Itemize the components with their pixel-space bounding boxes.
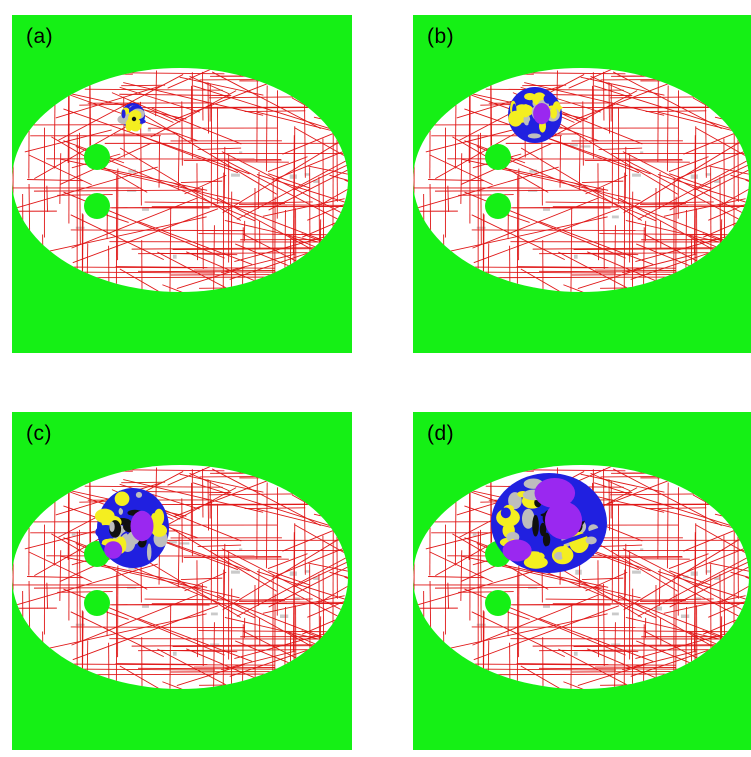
panel-c: (c) bbox=[12, 412, 352, 750]
panel-c-canvas bbox=[12, 412, 352, 750]
panel-c-label: (c) bbox=[26, 422, 52, 445]
panel-d: (d) bbox=[413, 412, 751, 750]
panel-b-label: (b) bbox=[427, 25, 455, 48]
panel-a: (a) bbox=[12, 15, 352, 353]
panel-d-canvas bbox=[413, 412, 751, 750]
panel-a-canvas bbox=[12, 15, 352, 353]
panel-b: (b) bbox=[413, 15, 751, 353]
panel-a-label: (a) bbox=[26, 25, 54, 48]
panel-d-label: (d) bbox=[427, 422, 455, 445]
panel-b-canvas bbox=[413, 15, 751, 353]
